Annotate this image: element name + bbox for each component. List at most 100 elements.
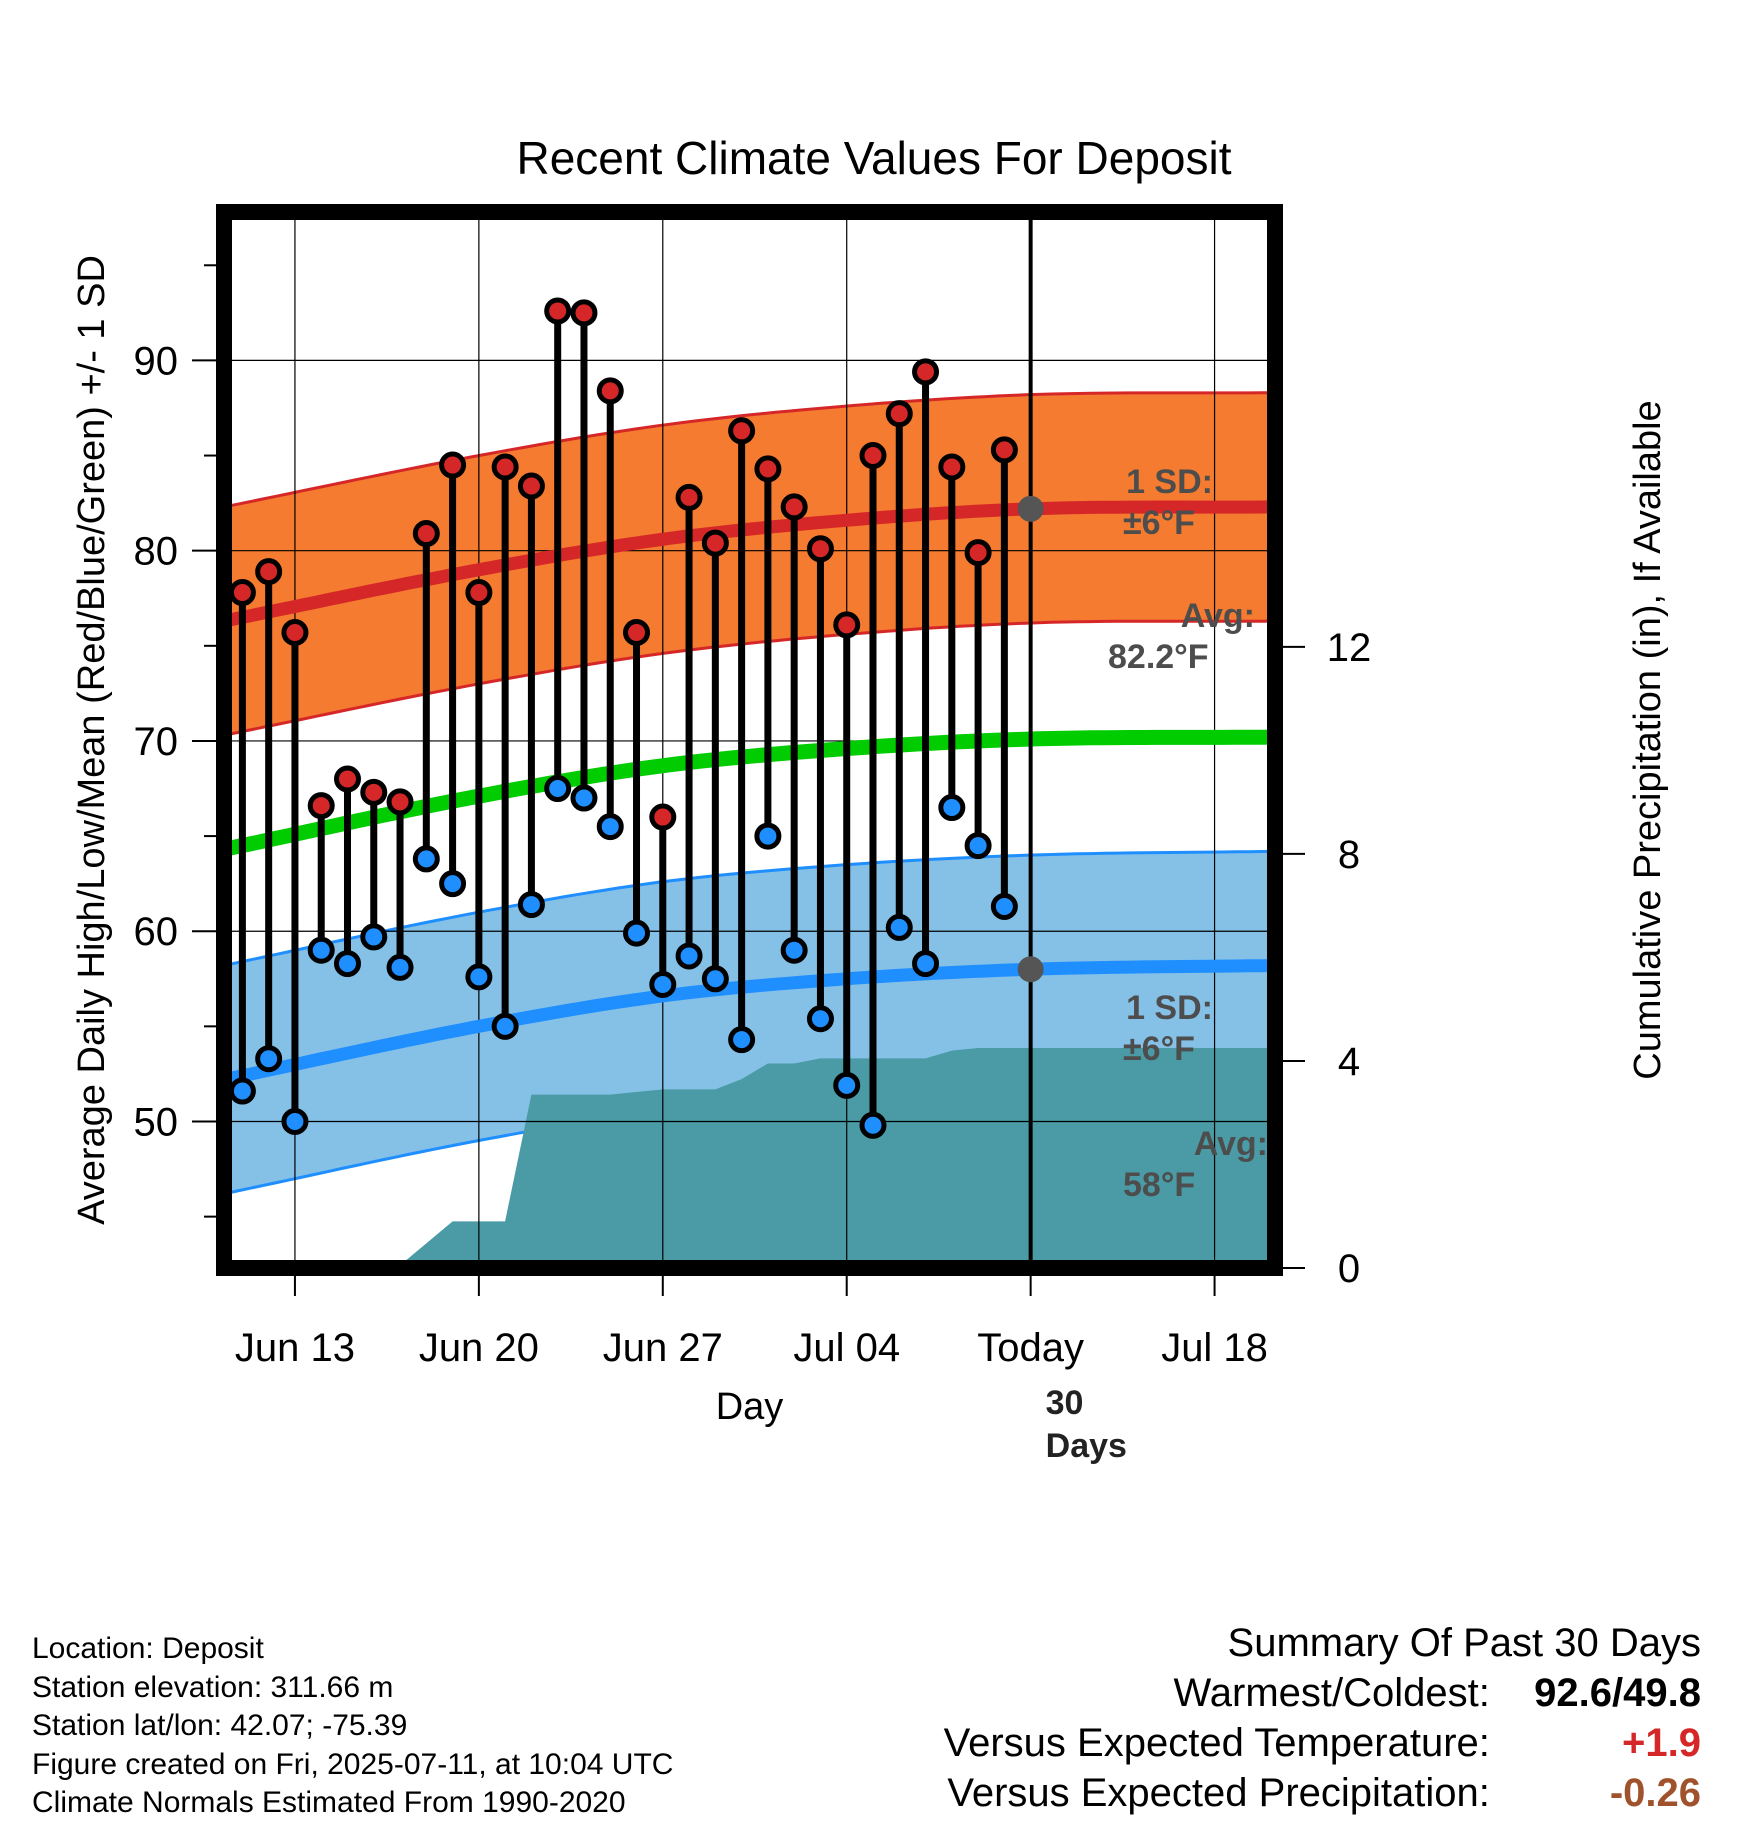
sd-bands [223, 391, 1276, 1196]
precip-anomaly-value: -0.26 [1609, 1771, 1701, 1815]
high-avg-label: Avg: [1181, 597, 1255, 635]
y2-tick-label: 8 [1338, 833, 1360, 877]
elevation-text: Station elevation: 311.66 m [32, 1670, 394, 1704]
y-tick-label: 50 [134, 1100, 179, 1144]
normals-text: Climate Normals Estimated From 1990-2020 [32, 1786, 626, 1819]
daily-high-point [623, 618, 651, 646]
created-text: Figure created on Fri, 2025-07-11, at 10… [32, 1747, 674, 1781]
cumulative-precip-area [224, 1048, 1275, 1268]
daily-high-point [491, 453, 519, 481]
x-axis-label: Day [716, 1386, 784, 1428]
daily-high-point [517, 472, 545, 500]
daily-high-point [255, 558, 283, 586]
daily-low-point [754, 822, 782, 850]
normal-lines [222, 212, 1276, 1268]
summary-title: Summary Of Past 30 Days [1227, 1621, 1701, 1665]
daily-low-point [517, 891, 545, 919]
daily-temperature-bars [228, 297, 1018, 1139]
x-tick-label: Today [977, 1326, 1084, 1370]
daily-high-point [728, 417, 756, 445]
low-avg-value: 58°F [1123, 1166, 1195, 1204]
axes: Jun 13 Jun 20 Jun 27 Jul 04 Today Jul 18 50 60 7… [71, 132, 1669, 1428]
daily-low-point [544, 775, 572, 803]
low-avg-label: Avg: [1194, 1125, 1268, 1163]
y-tick-label: 90 [134, 339, 179, 383]
daily-high-point [386, 788, 414, 816]
daily-high-point [701, 529, 729, 557]
plot-frame [216, 204, 1283, 1276]
high-sd-label: 1 SD: [1126, 463, 1213, 501]
daily-low-point [912, 950, 940, 978]
daily-low-point [281, 1107, 309, 1135]
daily-low-point [938, 794, 966, 822]
daily-low-point [439, 870, 467, 898]
x-tick-label: Jun 20 [419, 1326, 539, 1370]
daily-high-point [439, 451, 467, 479]
precip-anomaly-label: Versus Expected Precipitation: [947, 1771, 1490, 1815]
daily-high-point [675, 483, 703, 511]
x-tick-label: Jun 13 [235, 1326, 355, 1370]
daily-high-point [596, 377, 624, 405]
daily-high-point [465, 579, 493, 607]
chart-title: Recent Climate Values For Deposit [517, 132, 1232, 184]
daily-high-point [570, 299, 598, 327]
summary-precip-row: Versus Expected Precipitation: -0.26 [944, 1768, 1701, 1818]
daily-low-point [780, 936, 808, 964]
x-tick-label: Jul 18 [1161, 1326, 1268, 1370]
high-sd-band [224, 392, 1275, 736]
daily-low-point [307, 936, 335, 964]
daily-low-point [465, 963, 493, 991]
daily-high-point [990, 436, 1018, 464]
x-tick-label: Jul 04 [793, 1326, 900, 1370]
daily-low-point [491, 1012, 519, 1040]
summary-warm-cold-row: Warmest/Coldest: 92.6/49.8 [944, 1668, 1702, 1718]
y2-axis-label: Cumulative Precipitation (in), If Availa… [1627, 400, 1669, 1079]
window-label-line2: Days [1046, 1427, 1127, 1465]
daily-low-point [360, 923, 388, 951]
today-normal-high-dot [1017, 495, 1044, 522]
daily-high-point [412, 520, 440, 548]
y-axis-label: Average Daily High/Low/Mean (Red/Blue/Gr… [71, 255, 113, 1225]
precipitation-area [224, 1048, 1275, 1268]
daily-low-point [596, 813, 624, 841]
daily-low-point [570, 784, 598, 812]
daily-high-point [833, 611, 861, 639]
daily-low-point [806, 1005, 834, 1033]
daily-low-point [255, 1045, 283, 1073]
normal-low-line [222, 959, 1276, 1086]
daily-low-point [228, 1077, 256, 1105]
daily-high-point [360, 778, 388, 806]
daily-high-point [649, 803, 677, 831]
daily-high-point [780, 493, 808, 521]
low-sd-value: ±6°F [1123, 1030, 1195, 1068]
low-sd-label: 1 SD: [1126, 989, 1213, 1027]
y-tick-label: 80 [134, 530, 179, 574]
daily-high-point [333, 765, 361, 793]
daily-high-point [754, 455, 782, 483]
latlon-text: Station lat/lon: 42.07; -75.39 [32, 1709, 408, 1742]
high-band-lower-edge [223, 619, 1276, 737]
x-tick-label: Jun 27 [603, 1326, 723, 1370]
warm-cold-label: Warmest/Coldest: [1173, 1671, 1490, 1715]
station-info: Location: Deposit Station elevation: 311… [32, 1630, 673, 1823]
daily-low-point [728, 1026, 756, 1054]
daily-low-point [412, 845, 440, 873]
y2-tick-label: 0 [1338, 1247, 1360, 1291]
daily-low-point [701, 965, 729, 993]
low-sd-band [224, 851, 1275, 1194]
temp-anomaly-value: +1.9 [1622, 1721, 1701, 1765]
daily-low-point [649, 970, 677, 998]
high-avg-value: 82.2°F [1108, 638, 1209, 676]
daily-low-point [623, 919, 651, 947]
daily-high-point [885, 400, 913, 428]
daily-high-point [228, 579, 256, 607]
daily-high-point [964, 539, 992, 567]
today-normal-low-dot [1017, 956, 1044, 983]
daily-low-point [885, 913, 913, 941]
temp-anomaly-label: Versus Expected Temperature: [943, 1721, 1490, 1765]
summary-temp-row: Versus Expected Temperature: +1.9 [944, 1718, 1701, 1768]
y-tick-label: 70 [134, 720, 179, 764]
daily-high-point [307, 792, 335, 820]
